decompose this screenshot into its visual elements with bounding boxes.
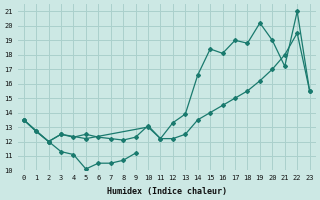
X-axis label: Humidex (Indice chaleur): Humidex (Indice chaleur) [107,187,227,196]
